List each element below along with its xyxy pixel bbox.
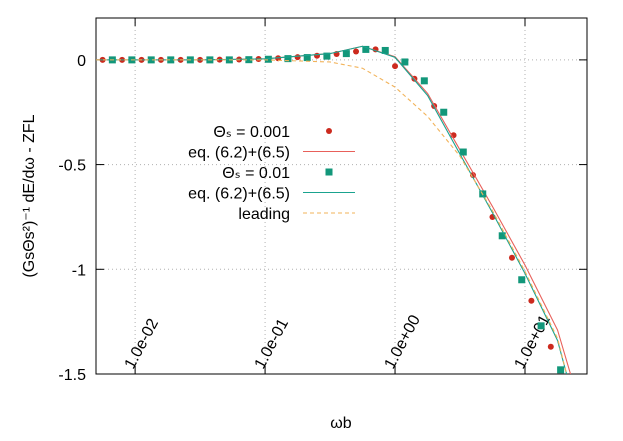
point xyxy=(245,56,253,64)
point xyxy=(392,63,399,70)
point xyxy=(498,232,506,240)
point xyxy=(294,54,301,61)
legend-marker xyxy=(325,168,333,176)
point xyxy=(264,55,272,63)
legend-label: leading xyxy=(238,206,290,223)
point xyxy=(547,343,554,350)
legend-label: eq. (6.2)+(6.5) xyxy=(188,145,290,162)
y-tick-label: -1 xyxy=(72,262,86,279)
plot-area xyxy=(96,45,572,374)
line xyxy=(96,45,568,374)
point xyxy=(537,322,545,330)
plot-frame xyxy=(95,17,588,375)
x-tick-label: 1.0e+00 xyxy=(382,312,424,372)
x-tick-label: 1.0e-01 xyxy=(252,316,293,372)
point xyxy=(440,108,448,116)
point xyxy=(342,50,350,58)
line xyxy=(96,45,572,374)
y-tick-label: 0 xyxy=(77,53,86,70)
y-tick-label: -1.5 xyxy=(58,367,86,384)
point xyxy=(459,148,467,156)
line xyxy=(96,59,568,374)
y-tick-label: -0.5 xyxy=(58,158,86,175)
x-axis-label: ωb xyxy=(330,415,351,432)
legend-label: Θₛ = 0.01 xyxy=(222,165,290,182)
point xyxy=(528,297,535,304)
point xyxy=(381,46,389,54)
legend-label: Θₛ = 0.001 xyxy=(213,124,290,141)
y-axis-label: (GsΘs²)⁻¹ dE/dω - ZFL xyxy=(21,114,38,277)
point xyxy=(353,48,360,55)
point xyxy=(420,77,428,85)
legend-label: eq. (6.2)+(6.5) xyxy=(188,186,290,203)
point xyxy=(303,54,311,62)
point xyxy=(508,254,515,261)
point xyxy=(518,276,526,284)
legend-marker xyxy=(326,128,332,134)
point xyxy=(323,52,331,60)
x-tick-label: 1.0e+01 xyxy=(512,312,554,372)
point xyxy=(284,55,292,63)
x-tick-label: 1.0e-02 xyxy=(122,316,163,372)
point xyxy=(362,45,370,53)
point xyxy=(314,52,321,59)
point xyxy=(557,366,565,374)
point xyxy=(401,58,409,66)
